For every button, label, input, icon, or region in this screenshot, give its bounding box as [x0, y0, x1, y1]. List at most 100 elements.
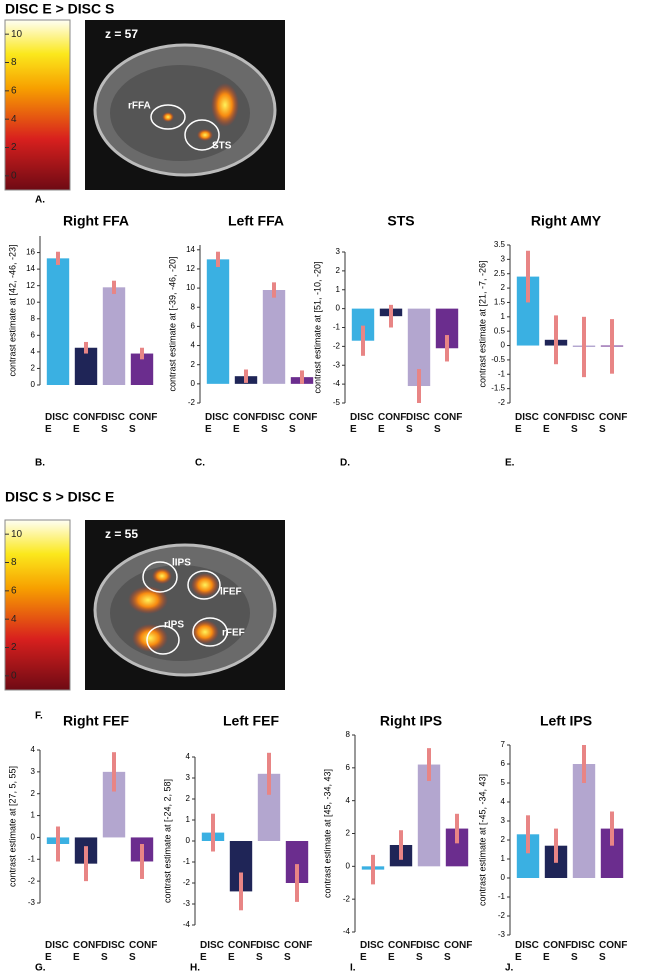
y-tick-label: 14 [186, 245, 195, 254]
colorbar-tick-label: 2 [11, 142, 17, 153]
y-axis-label: contrast estimate at [-39, -46, -20] [167, 256, 177, 391]
activation [191, 573, 219, 597]
y-tick-label: -4 [343, 927, 351, 936]
panel-letter: I. [350, 963, 356, 974]
y-axis-label: contrast estimate at [42, -46, -23] [7, 244, 17, 376]
y-tick-label: -5 [333, 398, 341, 407]
x-tick-label: CONF E [228, 940, 257, 963]
y-tick-label: -2 [188, 398, 196, 407]
y-tick-label: 2 [186, 794, 191, 803]
bar [102, 771, 126, 838]
panel-letter: G. [35, 963, 46, 974]
chart-title: Right FFA [63, 213, 129, 229]
colorbar [4, 519, 71, 691]
activation [128, 586, 168, 614]
x-tick-label: CONF E [543, 940, 572, 963]
y-axis-label: contrast estimate at [51, -10, -20] [312, 261, 322, 393]
x-tick-label: DISC S [256, 940, 280, 963]
brain-inner [110, 65, 250, 161]
y-tick-label: -1 [498, 892, 506, 901]
y-tick-label: -3 [183, 899, 191, 908]
y-tick-label: 0 [501, 341, 506, 350]
y-tick-label: 2 [346, 829, 351, 838]
bar [285, 841, 309, 883]
y-tick-label: 1 [31, 811, 36, 820]
y-tick-label: 12 [186, 264, 195, 273]
y-tick-label: -1 [333, 323, 341, 332]
activation [152, 568, 172, 584]
y-tick-label: 16 [26, 248, 35, 257]
y-tick-label: 3.5 [494, 240, 506, 249]
brain-inner [110, 565, 250, 661]
slice-label: z = 57 [105, 27, 138, 41]
chart-title: Right AMY [531, 213, 602, 229]
panel-letter: H. [190, 963, 200, 974]
bar [351, 308, 375, 341]
x-tick-label: CONF E [73, 412, 102, 435]
y-tick-label: 6 [31, 330, 36, 339]
y-axis-label: contrast estimate at [21, -7, -26] [477, 260, 487, 387]
slice-label: z = 55 [105, 527, 138, 541]
y-tick-label: -3 [498, 930, 506, 939]
chart-title: Left FFA [228, 213, 284, 229]
y-tick-label: -2 [333, 341, 341, 350]
y-tick-label: -4 [333, 379, 341, 388]
y-tick-label: 5 [501, 778, 506, 787]
colorbar-tick-label: 8 [11, 557, 17, 568]
panel-letter: A. [35, 195, 45, 206]
colorbar-tick-label: 8 [11, 57, 17, 68]
colorbar-tick-label: 2 [11, 642, 17, 653]
x-tick-label: CONF E [73, 940, 102, 963]
y-tick-label: 10 [186, 283, 195, 292]
roi-label: rIPS [164, 620, 184, 631]
x-tick-label: CONF S [434, 412, 463, 435]
activation [132, 624, 168, 652]
y-tick-label: -3 [28, 898, 36, 907]
bar [407, 308, 431, 387]
bar [516, 276, 540, 346]
y-tick-label: 14 [26, 264, 35, 273]
colorbar-tick-label: 6 [11, 585, 17, 596]
y-tick-label: 7 [501, 740, 506, 749]
x-tick-label: CONF E [388, 940, 417, 963]
bar [600, 828, 624, 878]
x-tick-label: CONF S [599, 940, 628, 963]
bar [262, 290, 286, 384]
y-axis-label: contrast estimate at [27, 5, 55] [7, 766, 17, 887]
x-tick-label: CONF E [233, 412, 262, 435]
x-tick-label: CONF S [444, 940, 473, 963]
y-tick-label: 1 [186, 815, 191, 824]
y-tick-label: 4 [501, 797, 506, 806]
y-tick-label: 6 [346, 763, 351, 772]
y-tick-label: 3 [501, 254, 506, 263]
y-tick-label: 2.5 [494, 269, 506, 278]
y-axis-label: contrast estimate at [45, -34, 43] [322, 769, 332, 898]
x-tick-label: DISC S [406, 412, 430, 435]
activation [191, 620, 219, 644]
y-tick-label: 4 [31, 745, 36, 754]
bar [102, 287, 126, 385]
bar [130, 353, 154, 385]
bar [435, 308, 459, 349]
y-tick-label: 4 [186, 752, 191, 761]
x-tick-label: CONF S [289, 412, 318, 435]
roi-circle [187, 570, 221, 600]
roi-circle [184, 119, 220, 151]
x-tick-label: CONF E [378, 412, 407, 435]
bar [445, 828, 469, 867]
roi-label: lFEF [220, 587, 242, 598]
y-tick-label: 10 [26, 297, 35, 306]
x-tick-label: CONF S [599, 412, 628, 435]
x-tick-label: DISC E [350, 412, 374, 435]
x-tick-label: DISC S [101, 940, 125, 963]
x-tick-label: DISC S [571, 940, 595, 963]
x-tick-label: DISC S [101, 412, 125, 435]
x-tick-label: DISC S [416, 940, 440, 963]
y-tick-label: 3 [186, 773, 191, 782]
y-tick-label: 2 [191, 360, 196, 369]
x-tick-label: CONF S [129, 412, 158, 435]
y-tick-label: -2 [343, 894, 351, 903]
section-title: DISC E > DISC S [5, 1, 114, 17]
